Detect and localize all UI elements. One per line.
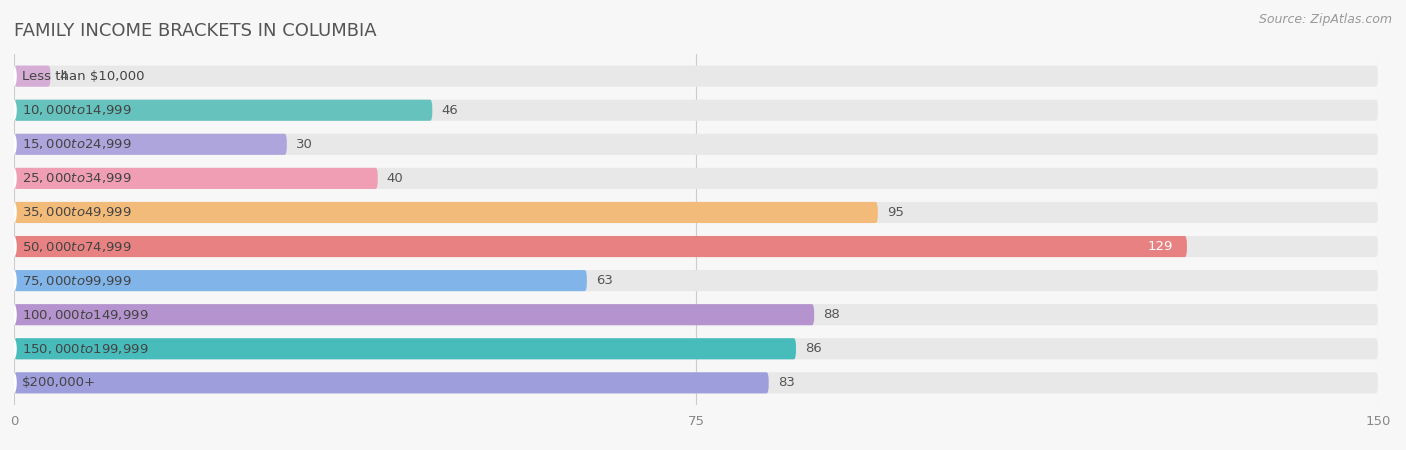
FancyBboxPatch shape — [14, 270, 586, 291]
FancyBboxPatch shape — [14, 202, 1378, 223]
Text: $100,000 to $149,999: $100,000 to $149,999 — [22, 308, 149, 322]
FancyBboxPatch shape — [14, 338, 796, 360]
Circle shape — [11, 236, 17, 256]
Text: $25,000 to $34,999: $25,000 to $34,999 — [22, 171, 132, 185]
Circle shape — [11, 168, 17, 189]
Text: 46: 46 — [441, 104, 458, 117]
Circle shape — [11, 134, 17, 154]
FancyBboxPatch shape — [14, 168, 1378, 189]
FancyBboxPatch shape — [14, 66, 51, 87]
FancyBboxPatch shape — [14, 372, 769, 393]
Circle shape — [11, 305, 17, 325]
FancyBboxPatch shape — [14, 202, 877, 223]
Text: 83: 83 — [778, 376, 794, 389]
FancyBboxPatch shape — [14, 304, 1378, 325]
Text: 63: 63 — [596, 274, 613, 287]
FancyBboxPatch shape — [14, 99, 432, 121]
Circle shape — [11, 270, 17, 291]
Circle shape — [11, 100, 17, 120]
Text: 30: 30 — [295, 138, 312, 151]
Text: $15,000 to $24,999: $15,000 to $24,999 — [22, 137, 132, 151]
Text: Less than $10,000: Less than $10,000 — [22, 70, 145, 83]
Circle shape — [11, 66, 17, 86]
Text: $150,000 to $199,999: $150,000 to $199,999 — [22, 342, 149, 356]
FancyBboxPatch shape — [14, 134, 287, 155]
Text: 4: 4 — [59, 70, 67, 83]
FancyBboxPatch shape — [14, 304, 814, 325]
Text: 95: 95 — [887, 206, 904, 219]
FancyBboxPatch shape — [14, 372, 1378, 393]
FancyBboxPatch shape — [14, 168, 378, 189]
FancyBboxPatch shape — [14, 134, 1378, 155]
FancyBboxPatch shape — [14, 236, 1378, 257]
Text: 129: 129 — [1147, 240, 1173, 253]
Text: FAMILY INCOME BRACKETS IN COLUMBIA: FAMILY INCOME BRACKETS IN COLUMBIA — [14, 22, 377, 40]
FancyBboxPatch shape — [14, 66, 1378, 87]
Text: 88: 88 — [824, 308, 839, 321]
Text: 86: 86 — [806, 342, 823, 355]
Circle shape — [11, 339, 17, 359]
Text: $50,000 to $74,999: $50,000 to $74,999 — [22, 239, 132, 253]
Text: $10,000 to $14,999: $10,000 to $14,999 — [22, 103, 132, 117]
FancyBboxPatch shape — [14, 338, 1378, 360]
Text: 40: 40 — [387, 172, 404, 185]
FancyBboxPatch shape — [14, 236, 1187, 257]
FancyBboxPatch shape — [14, 99, 1378, 121]
Text: $75,000 to $99,999: $75,000 to $99,999 — [22, 274, 132, 288]
Circle shape — [11, 202, 17, 223]
Text: $35,000 to $49,999: $35,000 to $49,999 — [22, 206, 132, 220]
FancyBboxPatch shape — [14, 270, 1378, 291]
Text: $200,000+: $200,000+ — [22, 376, 96, 389]
Text: Source: ZipAtlas.com: Source: ZipAtlas.com — [1258, 14, 1392, 27]
Circle shape — [11, 373, 17, 393]
